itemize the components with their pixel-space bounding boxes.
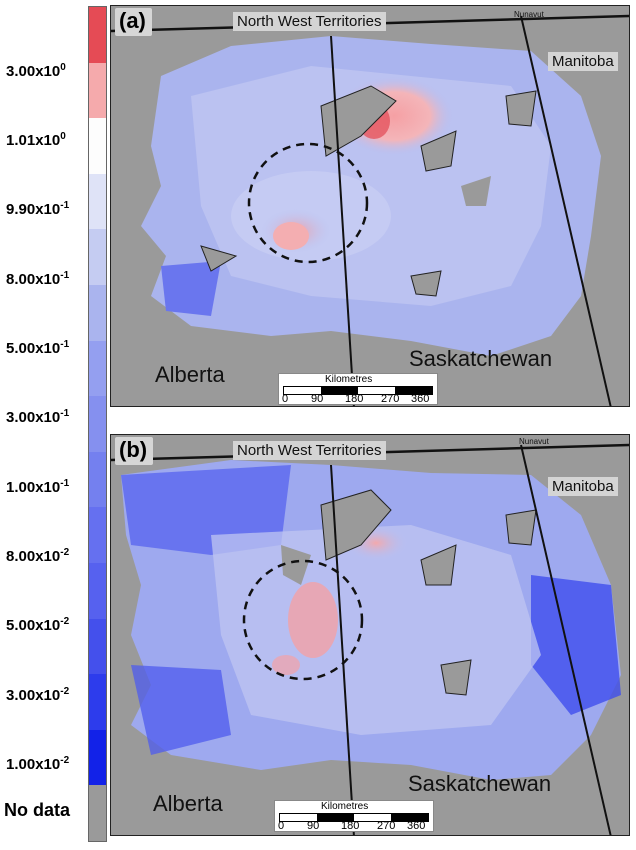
no-data-label: No data [4,800,71,820]
scale-bar: Kilometres 0 90 180 270 360 [274,800,434,832]
scale-tick-270: 270 [377,820,396,832]
map-panel-a: (a) North West Territories Manitoba Nuna… [110,5,630,407]
scale-tick-90: 90 [307,820,320,832]
saskatchewan-label: Saskatchewan [409,346,553,371]
scale-tick-270: 270 [381,393,400,405]
alberta-label: Alberta [153,791,223,816]
nunavut-label: Nunavut [514,10,544,19]
scale-tick-180: 180 [345,393,364,405]
map-b-graphic [111,443,629,835]
scale-tick-360: 360 [407,820,426,832]
scale-bar: Kilometres 0 90 180 270 360 [278,373,438,405]
legend-label-7: 8.00x10-2 [6,547,70,565]
legend-swatch [89,785,106,841]
scale-tick-90: 90 [311,393,324,405]
legend-swatch [89,229,106,287]
legend-swatch [89,396,106,454]
legend-swatch [89,674,106,732]
manitoba-label: Manitoba [548,52,618,71]
legend-swatch [89,729,106,788]
legend-swatch [89,284,106,343]
legend-label-6: 1.00x10-1 [6,478,70,496]
legend-swatch [89,562,106,621]
legend-label-4: 5.00x10-1 [6,339,70,357]
alberta-label: Alberta [155,362,225,387]
legend-label-10: 1.00x10-2 [6,755,70,773]
scale-tick-0: 0 [278,820,285,832]
legend-swatch [89,7,106,65]
saskatchewan-label: Saskatchewan [408,771,552,796]
scale-title: Kilometres [321,801,369,812]
legend-label-1: 1.01x100 [6,131,66,149]
legend-swatch [89,507,106,565]
panel-letter: (a) [115,8,152,36]
scale-title: Kilometres [325,374,373,385]
color-scale-bar [88,6,107,842]
legend-swatch [89,173,106,232]
legend-swatch [89,62,106,120]
panel-letter: (b) [115,437,154,465]
map-a-graphic [111,14,629,406]
map-panel-b: (b) North West Territories Manitoba Nuna… [110,434,630,836]
territories-label: North West Territories [233,12,386,31]
legend-label-5: 3.00x10-1 [6,408,70,426]
nunavut-label: Nunavut [519,437,549,446]
scale-bars [283,386,433,395]
legend-swatch [89,340,106,398]
scale-tick-180: 180 [341,820,360,832]
scale-bars [279,813,429,822]
legend-swatch [89,118,106,176]
territories-label: North West Territories [233,441,386,460]
legend-label-3: 8.00x10-1 [6,270,70,288]
legend-label-2: 9.90x10-1 [6,200,70,218]
manitoba-label: Manitoba [548,477,618,496]
legend-label-8: 5.00x10-2 [6,616,70,634]
scale-tick-360: 360 [411,393,430,405]
scale-tick-0: 0 [282,393,289,405]
legend-swatch [89,618,106,676]
legend-swatch [89,451,106,510]
legend-label-0: 3.00x100 [6,62,66,80]
legend-label-9: 3.00x10-2 [6,686,70,704]
